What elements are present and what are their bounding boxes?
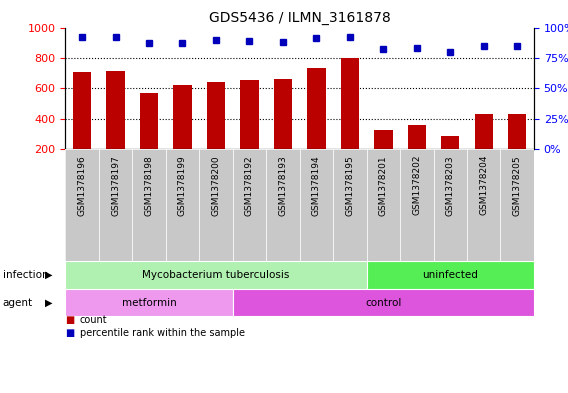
- Bar: [132, 149, 166, 261]
- Text: GSM1378204: GSM1378204: [479, 155, 488, 215]
- Text: count: count: [80, 314, 107, 325]
- Bar: [307, 68, 325, 149]
- Bar: [500, 149, 534, 261]
- Bar: [233, 149, 266, 261]
- Bar: [199, 149, 233, 261]
- Text: GSM1378205: GSM1378205: [513, 155, 521, 216]
- Bar: [274, 79, 292, 149]
- Bar: [300, 149, 333, 261]
- Bar: [106, 71, 125, 149]
- Bar: [65, 261, 366, 289]
- Text: ▶: ▶: [44, 298, 52, 308]
- Bar: [508, 114, 527, 149]
- Bar: [99, 149, 132, 261]
- Text: ■: ■: [65, 328, 74, 338]
- Bar: [366, 261, 534, 289]
- Bar: [433, 149, 467, 261]
- Text: ▶: ▶: [44, 270, 52, 280]
- Bar: [441, 136, 460, 149]
- Bar: [341, 58, 359, 149]
- Bar: [65, 149, 99, 261]
- Text: GSM1378203: GSM1378203: [446, 155, 455, 216]
- Bar: [400, 149, 433, 261]
- Bar: [173, 85, 191, 149]
- Bar: [65, 149, 534, 261]
- Text: uninfected: uninfected: [422, 270, 478, 280]
- Text: GSM1378202: GSM1378202: [412, 155, 421, 215]
- Text: metformin: metformin: [122, 298, 177, 308]
- Text: percentile rank within the sample: percentile rank within the sample: [80, 328, 244, 338]
- Bar: [266, 149, 300, 261]
- Bar: [366, 149, 400, 261]
- Bar: [140, 93, 158, 149]
- Text: GSM1378198: GSM1378198: [144, 155, 153, 216]
- Bar: [374, 130, 392, 149]
- Text: control: control: [365, 298, 402, 308]
- Bar: [73, 72, 91, 149]
- Bar: [408, 125, 426, 149]
- Bar: [207, 82, 225, 149]
- Text: GSM1378197: GSM1378197: [111, 155, 120, 216]
- Text: GSM1378201: GSM1378201: [379, 155, 388, 216]
- Bar: [240, 80, 258, 149]
- Bar: [333, 149, 366, 261]
- Text: GSM1378199: GSM1378199: [178, 155, 187, 216]
- Bar: [233, 289, 534, 316]
- Text: GSM1378193: GSM1378193: [278, 155, 287, 216]
- Bar: [467, 149, 500, 261]
- Text: GSM1378196: GSM1378196: [78, 155, 86, 216]
- Text: GSM1378194: GSM1378194: [312, 155, 321, 216]
- Text: GSM1378195: GSM1378195: [345, 155, 354, 216]
- Text: GSM1378200: GSM1378200: [211, 155, 220, 216]
- Text: GSM1378192: GSM1378192: [245, 155, 254, 216]
- Text: ■: ■: [65, 314, 74, 325]
- Text: Mycobacterium tuberculosis: Mycobacterium tuberculosis: [142, 270, 290, 280]
- Bar: [65, 289, 233, 316]
- Text: agent: agent: [3, 298, 33, 308]
- Bar: [474, 114, 493, 149]
- Title: GDS5436 / ILMN_3161878: GDS5436 / ILMN_3161878: [209, 11, 390, 25]
- Text: infection: infection: [3, 270, 48, 280]
- Bar: [166, 149, 199, 261]
